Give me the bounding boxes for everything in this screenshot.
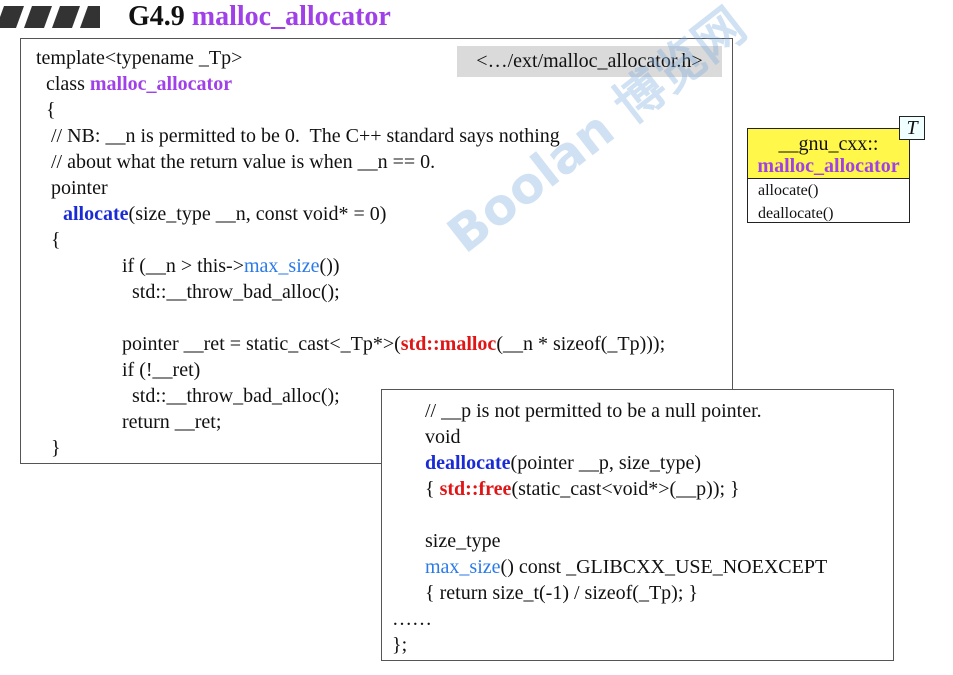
uml-method-list: allocate() deallocate() [748,179,909,225]
code-text: class [36,73,90,95]
code-line: …… [392,608,432,630]
code-text: (size_type __n, const void* = 0) [128,203,387,225]
code-line: { std::free(static_cast<void*>(__p)); } [425,476,740,502]
code-line: if (__n > this->max_size()) [122,253,340,279]
uml-method: allocate() [758,182,819,199]
uml-class-name: malloc_allocator [757,155,900,177]
code-line: size_type [425,530,501,552]
code-panel-bottom: // __p is not permitted to be a null poi… [381,389,894,661]
function-name: allocate [63,203,129,225]
code-line: deallocate(pointer __p, size_type) [425,450,701,476]
code-line: { [36,229,61,251]
code-line: void [425,426,461,448]
function-name: max_size [425,556,501,578]
code-text: () const _GLIBCXX_USE_NOEXCEPT [500,556,828,578]
code-line: { return size_t(-1) / sizeof(_Tp); } [425,582,698,604]
code-line: std::__throw_bad_alloc(); [122,385,340,407]
code-line: if (!__ret) [122,359,201,381]
code-line: pointer [36,177,108,199]
code-text: if (__n > this-> [122,255,244,277]
uml-class-box: __gnu_cxx:: malloc_allocator allocate() … [747,128,910,223]
uml-namespace: __gnu_cxx:: [778,133,879,155]
title-bars-icon [0,6,100,28]
function-name: deallocate [425,452,511,474]
class-name: malloc_allocator [89,73,233,95]
code-text: ()) [319,255,340,277]
code-text: (__n * sizeof(_Tp))); [496,333,666,355]
code-line: class malloc_allocator [36,71,232,97]
code-line: } [36,437,61,459]
uml-class-header: __gnu_cxx:: malloc_allocator [748,129,909,179]
header-file-tag: <…/ext/malloc_allocator.h> [457,46,722,77]
code-line: { [36,99,56,121]
code-line: }; [392,634,408,656]
code-line: template<typename _Tp> [36,47,243,69]
page-title: G4.9 malloc_allocator [128,0,391,34]
code-line: return __ret; [122,411,222,433]
code-line: // __p is not permitted to be a null poi… [425,400,762,422]
code-line: // NB: __n is permitted to be 0. The C++… [36,125,560,147]
uml-template-param: T [899,116,925,140]
code-text: (pointer __p, size_type) [510,452,702,474]
code-line: max_size() const _GLIBCXX_USE_NOEXCEPT [425,554,827,580]
code-text: pointer __ret = static_cast<_Tp*>( [122,333,401,355]
slide-name: malloc_allocator [191,1,391,32]
function-name: std::free [439,478,512,500]
code-text: (static_cast<void*>(__p)); } [511,478,740,500]
function-name: max_size [244,255,320,277]
uml-method: deallocate() [758,205,834,222]
code-text: { [425,478,440,500]
code-line: std::__throw_bad_alloc(); [122,281,340,303]
function-name: std::malloc [400,333,497,355]
code-line: allocate(size_type __n, const void* = 0) [63,201,386,227]
slide-number: G4.9 [128,1,185,32]
code-line: // about what the return value is when _… [36,151,436,173]
code-line: pointer __ret = static_cast<_Tp*>(std::m… [122,331,665,357]
